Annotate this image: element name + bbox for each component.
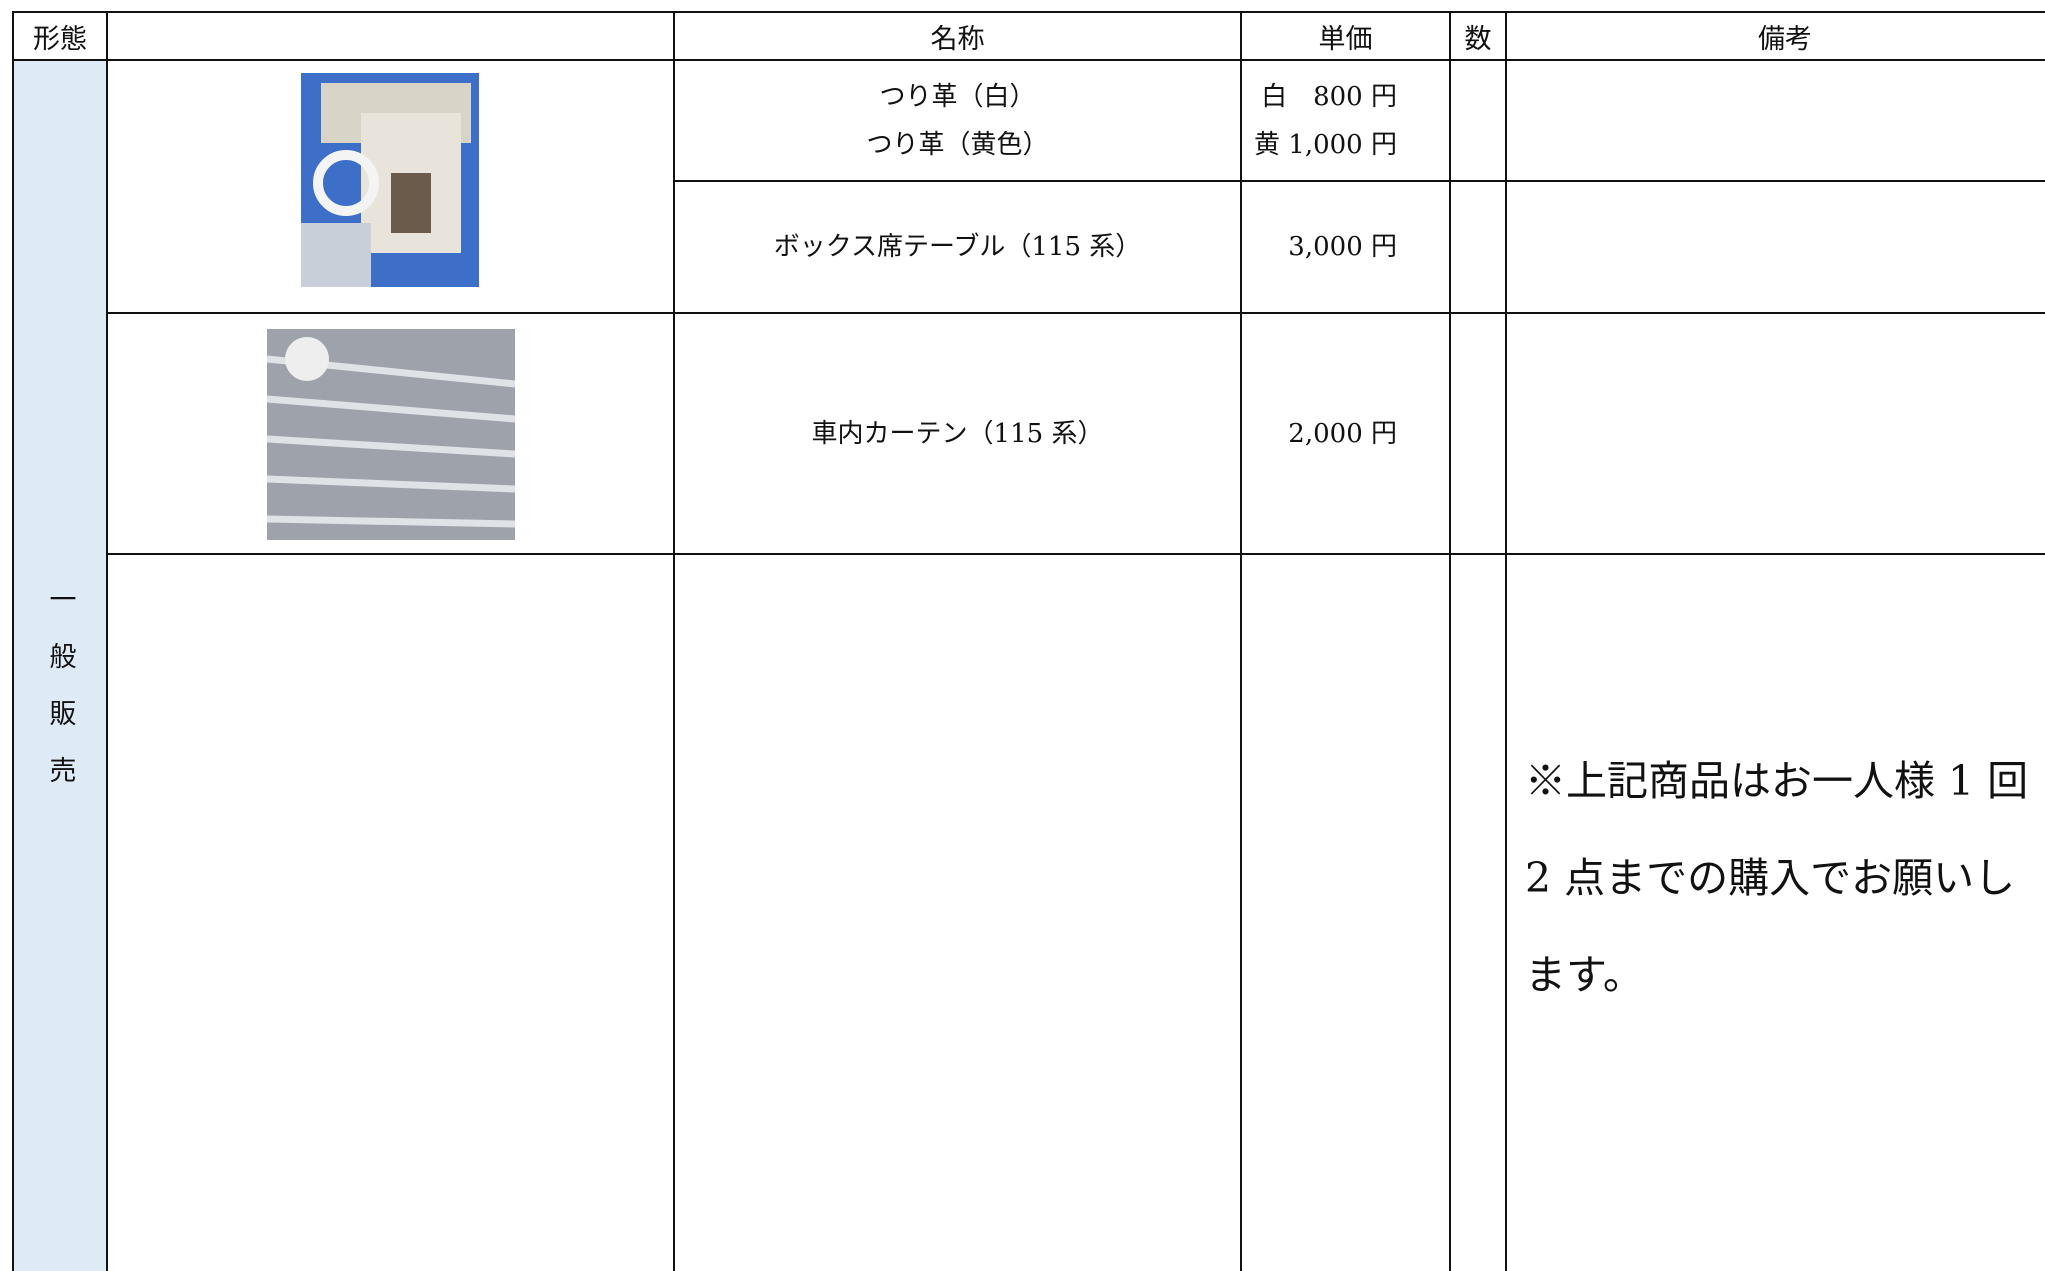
- image-cell: [106, 553, 675, 1271]
- name-cell: [673, 553, 1242, 1271]
- price-cell: 3,000 円: [1240, 180, 1451, 314]
- category-label: 一般販売: [44, 585, 76, 813]
- name-cell: ボックス席テーブル（115 系）: [673, 180, 1242, 314]
- image-cell: [106, 312, 675, 555]
- name-cell: 車内カーテン（115 系）: [673, 312, 1242, 555]
- price-line: 白 800 円: [1261, 81, 1397, 112]
- name-cell: つり革（白） つり革（黄色）: [673, 59, 1242, 182]
- name: ボックス席テーブル（115 系）: [773, 232, 1142, 262]
- header-cell: 形態: [12, 11, 108, 61]
- category-cell: 一般販売: [12, 59, 108, 1271]
- header-cell: 単価: [1240, 11, 1451, 61]
- price: 3,000 円: [1288, 232, 1397, 262]
- product-photo: [267, 329, 515, 540]
- note: ※上記商品はお一人様 1 回 2 点までの購入でお願いします。: [1525, 756, 2029, 999]
- header-cell: [106, 11, 675, 61]
- name: 車内カーテン（115 系）: [811, 418, 1104, 449]
- header-cell: 数: [1449, 11, 1507, 61]
- image-cell: [106, 59, 675, 314]
- price-cell: 2,000 円: [1240, 312, 1451, 555]
- name-line: つり革（白）: [879, 81, 1036, 112]
- price-cell: [1240, 553, 1451, 1271]
- name-line: つり革（黄色）: [866, 129, 1049, 160]
- price-cell: 白 800 円 黄 1,000 円: [1240, 59, 1451, 182]
- qty-cell: [1449, 180, 1507, 314]
- notes-cell: ※上記商品はお一人様 1 回 2 点までの購入でお願いします。: [1505, 553, 2045, 1271]
- notes-cell: [1505, 312, 2045, 555]
- price-line: 黄 1,000 円: [1254, 129, 1397, 160]
- qty-cell: [1449, 59, 1507, 182]
- price: 2,000 円: [1288, 418, 1397, 449]
- header-cell: 備考: [1505, 11, 2045, 61]
- qty-cell: [1449, 312, 1507, 555]
- notes-cell: [1505, 180, 2045, 314]
- qty-cell: [1449, 553, 1507, 1271]
- product-photo: [301, 73, 479, 287]
- notes-cell: [1505, 59, 2045, 182]
- header-cell: 名称: [673, 11, 1242, 61]
